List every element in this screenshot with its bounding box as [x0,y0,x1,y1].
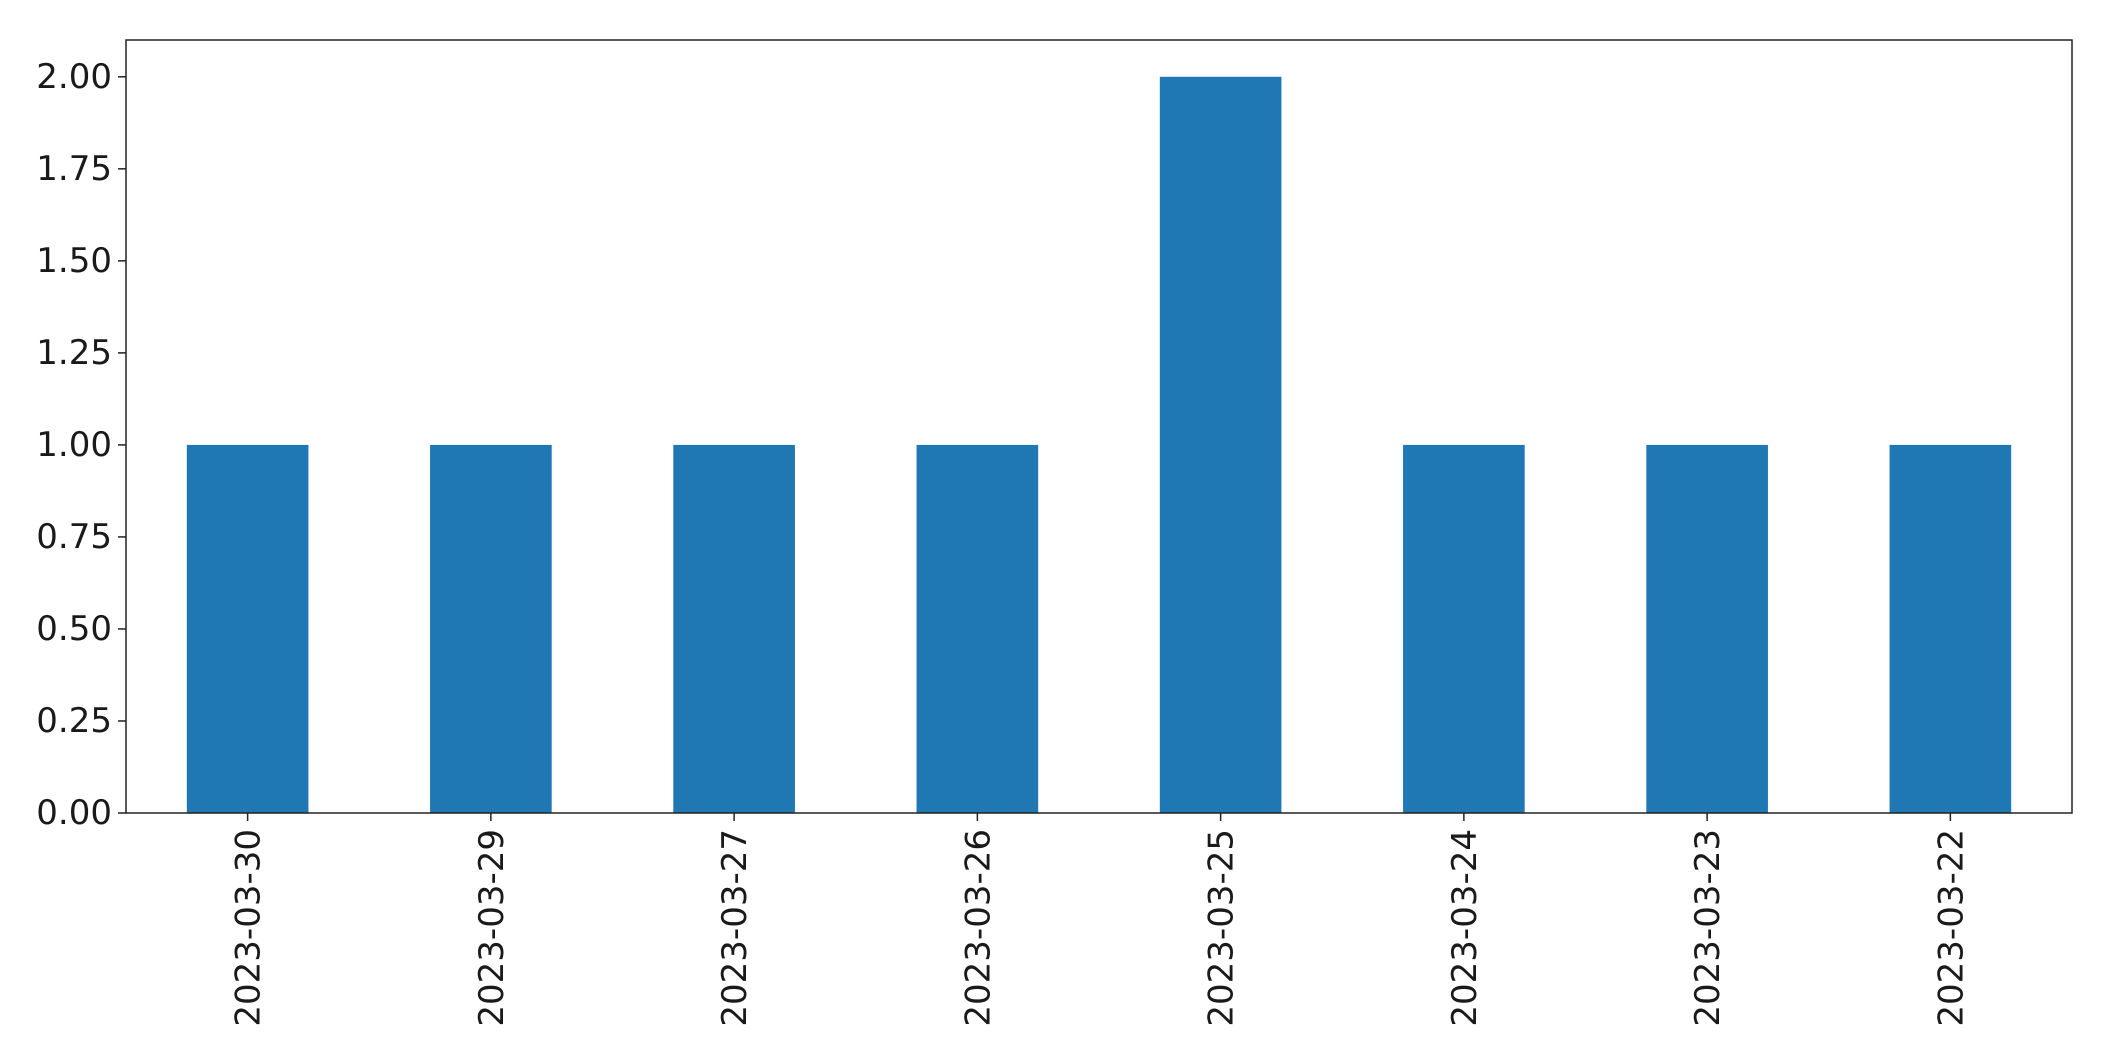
bar-2023-03-25 [1159,76,1282,814]
bar-2023-03-22 [1889,444,2012,813]
x-tick-label: 2023-03-24 [1445,829,1485,1027]
y-tick-label: 1.25 [36,333,112,373]
x-tick-label: 2023-03-25 [1202,829,1242,1027]
bar-2023-03-23 [1646,444,1768,813]
x-tick-label: 2023-03-22 [1931,829,1971,1027]
x-tick-label: 2023-03-26 [958,829,998,1027]
y-tick-label: 2.00 [36,57,112,97]
x-tick-label: 2023-03-23 [1688,829,1728,1027]
y-tick-label: 0.50 [36,609,112,649]
plot-frame [125,39,2073,814]
bar-2023-03-26 [916,444,1039,813]
y-tick-label: 0.25 [36,701,112,741]
y-tick-label: 0.75 [36,517,112,557]
y-axis-ticks: 0.00 0.25 0.50 0.75 1.00 1.25 1.50 1.75 2.00 [36,57,126,833]
bar-2023-03-30 [186,444,309,813]
bar-2023-03-27 [673,444,795,813]
x-tick-label: 2023-03-30 [229,829,269,1027]
bar-2023-03-24 [1403,444,1525,813]
y-tick-label: 1.50 [36,241,112,281]
y-tick-label: 1.75 [36,149,112,189]
y-tick-label: 1.00 [36,425,112,465]
x-tick-label: 2023-03-29 [472,829,512,1027]
bars-layer [186,76,2012,814]
x-axis-ticks: 2023-03-30 2023-03-29 2023-03-27 2023-03-26… [229,813,1971,1027]
bar-2023-03-29 [430,444,552,813]
y-tick-label: 0.00 [36,793,112,833]
x-tick-label: 2023-03-27 [715,829,755,1027]
